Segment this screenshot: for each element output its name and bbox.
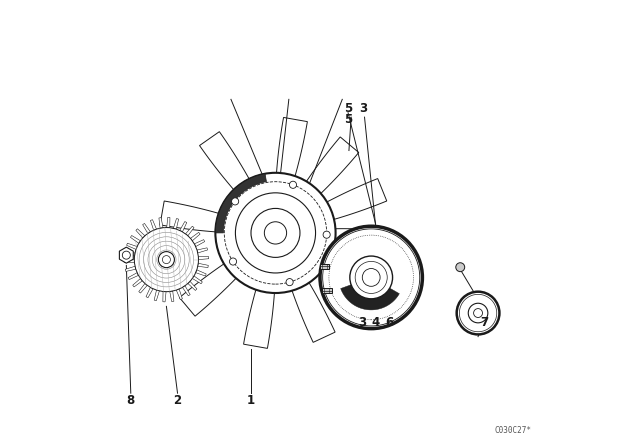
Polygon shape — [186, 226, 194, 236]
Circle shape — [323, 231, 330, 238]
Polygon shape — [170, 291, 174, 302]
Polygon shape — [139, 284, 147, 293]
Polygon shape — [132, 279, 142, 287]
Polygon shape — [200, 132, 249, 190]
Polygon shape — [136, 229, 145, 238]
Polygon shape — [127, 243, 137, 250]
Circle shape — [230, 258, 237, 265]
Circle shape — [350, 256, 392, 299]
Circle shape — [216, 173, 335, 293]
Polygon shape — [244, 290, 275, 349]
Text: C030C27*: C030C27* — [495, 426, 531, 435]
Circle shape — [456, 263, 465, 271]
Polygon shape — [292, 283, 335, 342]
Polygon shape — [188, 281, 197, 290]
Polygon shape — [154, 290, 159, 301]
Circle shape — [232, 198, 239, 205]
Polygon shape — [334, 228, 391, 255]
Circle shape — [362, 268, 380, 286]
Circle shape — [289, 181, 296, 188]
Polygon shape — [179, 264, 236, 316]
Polygon shape — [327, 179, 387, 220]
Polygon shape — [276, 117, 307, 176]
Polygon shape — [163, 292, 166, 302]
Polygon shape — [167, 217, 170, 228]
Text: 1: 1 — [247, 393, 255, 406]
Polygon shape — [195, 240, 205, 246]
Circle shape — [236, 193, 316, 273]
Polygon shape — [120, 247, 133, 263]
Polygon shape — [176, 289, 182, 300]
Polygon shape — [216, 174, 266, 233]
Polygon shape — [125, 252, 135, 256]
Polygon shape — [197, 248, 207, 253]
Polygon shape — [125, 266, 136, 271]
Circle shape — [320, 226, 422, 329]
Polygon shape — [198, 263, 208, 267]
Text: 3: 3 — [358, 316, 366, 329]
Polygon shape — [321, 256, 380, 304]
Polygon shape — [198, 257, 209, 260]
Polygon shape — [160, 201, 219, 232]
Polygon shape — [173, 219, 179, 229]
Bar — [322, 288, 332, 293]
Polygon shape — [340, 285, 399, 310]
Polygon shape — [193, 276, 202, 284]
Polygon shape — [143, 224, 150, 233]
Polygon shape — [307, 137, 359, 194]
Text: 8: 8 — [127, 393, 135, 406]
Text: 6: 6 — [385, 316, 393, 329]
Text: 7: 7 — [481, 316, 489, 329]
Circle shape — [286, 279, 293, 286]
Polygon shape — [196, 270, 206, 276]
Text: 2: 2 — [173, 393, 182, 406]
Polygon shape — [146, 287, 153, 298]
Polygon shape — [180, 222, 187, 232]
Circle shape — [134, 228, 198, 292]
Polygon shape — [131, 236, 140, 243]
Circle shape — [457, 292, 499, 334]
Circle shape — [474, 309, 483, 318]
Text: 4: 4 — [372, 316, 380, 329]
Circle shape — [163, 256, 170, 263]
Polygon shape — [128, 273, 138, 280]
Polygon shape — [124, 260, 134, 263]
Circle shape — [264, 222, 287, 244]
Circle shape — [468, 303, 488, 323]
Text: 5: 5 — [344, 113, 352, 126]
Text: 5: 5 — [344, 102, 352, 115]
Circle shape — [251, 208, 300, 258]
Polygon shape — [150, 220, 157, 230]
Bar — [319, 263, 330, 269]
Polygon shape — [182, 286, 190, 296]
Polygon shape — [159, 218, 163, 228]
Text: 3: 3 — [359, 102, 367, 115]
Circle shape — [158, 252, 175, 267]
Polygon shape — [191, 233, 200, 241]
